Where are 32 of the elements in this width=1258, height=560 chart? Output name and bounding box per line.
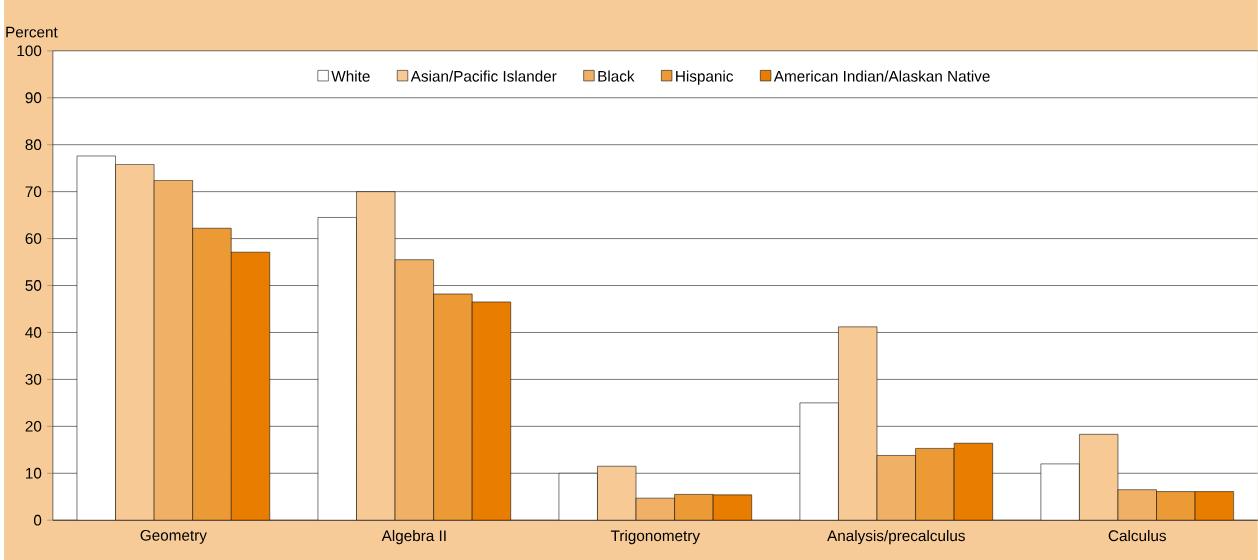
y-tick-label: 70 — [25, 186, 42, 198]
bar — [674, 494, 714, 521]
bar — [1194, 491, 1234, 521]
bar — [433, 293, 473, 521]
bar — [712, 494, 752, 521]
bar — [471, 301, 511, 521]
x-tick-label: Algebra II — [381, 529, 446, 545]
y-axis-title: Percent — [6, 26, 58, 38]
y-tick-label: 10 — [26, 467, 42, 479]
bar — [192, 227, 232, 521]
bar — [230, 251, 271, 521]
bar — [915, 448, 955, 521]
x-tick-label: Analysis/precalculus — [827, 529, 965, 545]
x-tick-label: Geometry — [140, 529, 207, 544]
x-tick-label: Calculus — [1108, 529, 1166, 542]
y-tick-label: 100 — [17, 45, 42, 57]
y-tick-label: 0 — [33, 514, 42, 526]
y-tick-label: 90 — [25, 92, 42, 104]
y-tick-label: 20 — [25, 420, 42, 432]
bar — [1156, 491, 1196, 521]
bar — [953, 442, 993, 521]
y-tick-label: 40 — [25, 327, 42, 338]
y-tick-label: 80 — [25, 139, 42, 151]
legend-label: American Indian/Alaskan Native — [773, 70, 990, 82]
legend-label: Asian/Pacific Islander — [410, 70, 557, 82]
legend-label: Black — [598, 70, 635, 82]
y-tick-label: 50 — [25, 280, 42, 291]
y-tick-label: 30 — [25, 373, 42, 385]
y-tick-label: 60 — [25, 233, 42, 244]
x-tick-label: Trigonometry — [610, 529, 700, 545]
legend-label: Hispanic — [676, 70, 734, 85]
legend-label: White — [331, 70, 370, 82]
